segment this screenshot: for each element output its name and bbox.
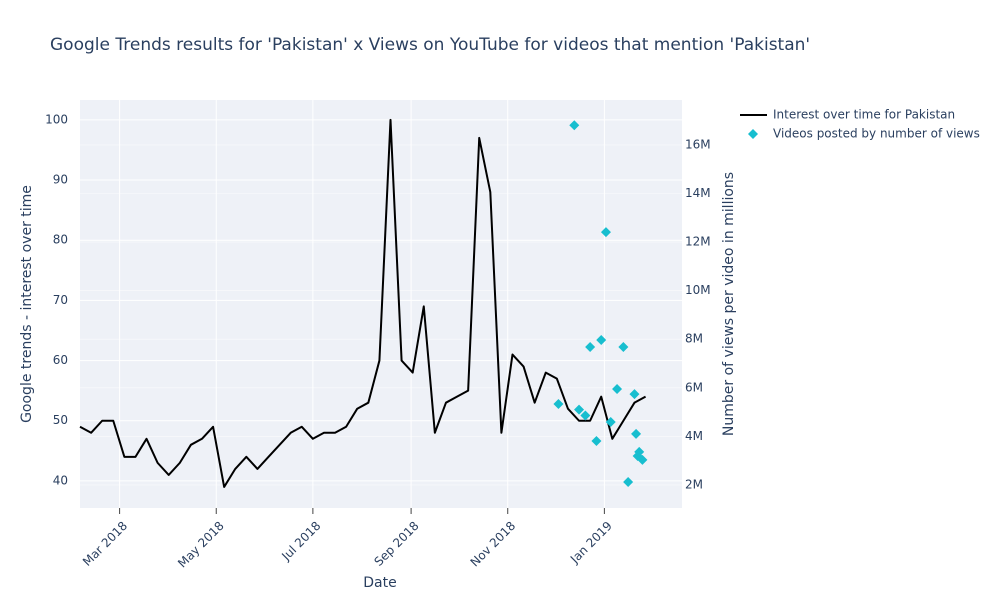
y2-tick-label: 4M [685, 429, 703, 443]
scatter-point [600, 227, 611, 238]
y-tick-label: 100 [45, 112, 68, 126]
scatter-point [634, 446, 645, 457]
legend-label: Interest over time for Pakistan [773, 108, 955, 122]
scatter-point [623, 477, 634, 488]
scatter-point [605, 417, 616, 428]
y-tick-label: 40 [53, 473, 68, 487]
line-series [79, 118, 647, 488]
y-tick-label: 60 [53, 353, 68, 367]
x-axis-title: Date [363, 575, 396, 591]
scatter-point [580, 410, 591, 421]
y-tick-label: 90 [53, 173, 68, 187]
y2-tick-label: 16M [685, 137, 711, 151]
scatter-point [596, 334, 607, 345]
y-tick-label: 80 [53, 233, 68, 247]
scatter-point [574, 404, 585, 415]
y2-tick-label: 10M [685, 283, 711, 297]
y-tick-label: 50 [53, 413, 68, 427]
scatter-point [612, 384, 623, 394]
y2-tick-label: 8M [685, 332, 703, 346]
scatter-point [618, 341, 629, 352]
y2-tick-label: 2M [685, 477, 703, 491]
scatter-point [631, 428, 642, 439]
scatter-point [585, 341, 596, 352]
y2-tick-label: 14M [685, 186, 711, 200]
y2-tick-label: 12M [685, 235, 711, 249]
y2-tick-label: 6M [685, 380, 703, 394]
scatter-point [629, 389, 640, 400]
chart-title: Google Trends results for 'Pakistan' x V… [50, 35, 810, 55]
scatter-point [553, 399, 564, 410]
scatter-point [637, 454, 648, 465]
legend-swatch [748, 129, 758, 139]
legend-label: Videos posted by number of views [773, 127, 980, 141]
y-tick-label: 70 [53, 293, 68, 307]
plot-area [80, 100, 682, 508]
y2-axis-title: Number of views per video in millions [721, 172, 737, 436]
scatter-point [569, 120, 580, 131]
y-axis-title: Google trends - interest over time [19, 185, 35, 423]
scatter-point [591, 435, 602, 446]
